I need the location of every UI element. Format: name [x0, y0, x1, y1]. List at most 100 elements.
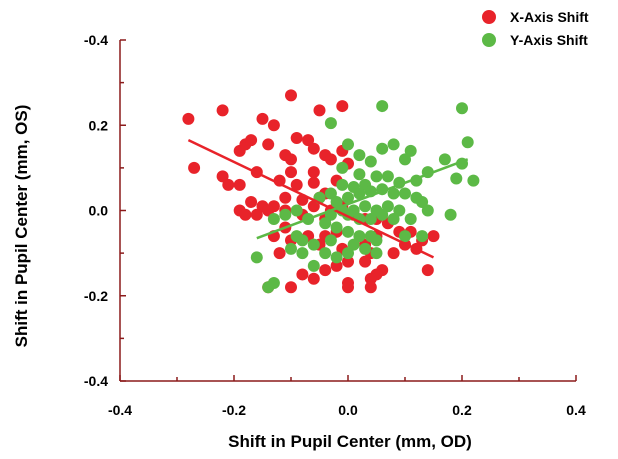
x-axis-shift-point [285, 153, 297, 166]
y-axis-shift-point [342, 247, 354, 260]
x-axis-shift-point [319, 264, 332, 277]
y-axis-shift-point [456, 102, 468, 115]
y-axis-shift-point [393, 204, 406, 217]
x-axis-shift-point [182, 112, 195, 125]
y-axis-shift-point [285, 242, 297, 255]
y-axis-shift-point [336, 161, 349, 174]
x-axis-shift-point [245, 195, 258, 208]
x-axis-shift-point [307, 166, 320, 179]
y-axis-shift-point [353, 230, 366, 243]
y-axis-shift-point [319, 247, 332, 260]
x-axis-shift-point [222, 178, 235, 191]
x-axis-title: Shift in Pupil Center (mm, OD) [228, 432, 472, 451]
y-axis-shift-point [330, 251, 343, 264]
x-axis-shift-point [273, 247, 286, 260]
y-axis-shift-point [404, 144, 417, 157]
legend-label: X-Axis Shift [510, 9, 589, 25]
y-axis-shift-point [296, 234, 309, 247]
ticks-layer: -0.4 -0.2 0.0 0.2 0.4 -0.4 0.2 0.0 -0.2 -0.4 [84, 32, 586, 418]
x-axis-shift-point [285, 281, 297, 294]
x-axis-shift-point [307, 142, 320, 155]
x-axis-shift-point [330, 259, 343, 272]
y-axis-shift-point [399, 187, 411, 200]
y-axis-shift-point [324, 234, 337, 247]
x-axis-shift-point [256, 112, 269, 125]
y-axis-shift-point [381, 200, 394, 213]
y-axis-shift-point [324, 117, 337, 130]
y-tick-label: -0.4 [84, 373, 108, 389]
x-axis-shift-point [307, 200, 320, 213]
x-axis-shift-point [336, 100, 349, 113]
trendline-layer [187, 139, 469, 259]
x-axis-shift-point [290, 132, 303, 145]
x-tick-label: 0.4 [566, 402, 586, 418]
y-axis-shift-point [324, 187, 337, 200]
y-axis-shift-point [359, 242, 372, 255]
y-axis-shift-point [290, 204, 303, 217]
y-axis-shift-point [416, 195, 429, 208]
y-axis-shift-point [467, 174, 480, 187]
y-axis-shift-point [250, 251, 263, 264]
y-axis-shift-point [364, 155, 377, 168]
y-axis-shift-point [353, 168, 366, 181]
y-axis-shift-point [353, 149, 366, 162]
y-axis-shift-point [438, 153, 451, 166]
y-axis-shift-point [461, 136, 474, 149]
x-tick-label: -0.2 [222, 402, 246, 418]
x-axis-shift-point [296, 268, 309, 281]
x-axis-shift-point [233, 178, 246, 191]
x-axis-shift-point [313, 104, 326, 117]
y-axis-shift-point [347, 238, 360, 251]
y-axis-shift-point [330, 195, 343, 208]
y-axis-shift-point [399, 153, 411, 166]
y-axis-shift-point [267, 276, 280, 289]
y-tick-label: 0.2 [89, 117, 109, 133]
y-axis-shift-point [376, 100, 389, 113]
y-axis-shift-point [381, 170, 394, 183]
y-axis-shift-point [387, 138, 400, 151]
y-axis-shift-point [353, 187, 366, 200]
x-tick-label: 0.2 [452, 402, 472, 418]
x-axis-shift-point [216, 104, 229, 117]
legend-marker [482, 33, 496, 47]
y-axis-shift-point [336, 178, 349, 191]
y-axis-shift-point [376, 142, 389, 155]
x-axis-shift-point [216, 170, 229, 183]
x-axis-shift-point [285, 166, 297, 179]
x-axis-shift-point [342, 281, 354, 294]
y-axis-shift-point [342, 225, 354, 238]
x-axis-shift-point [250, 208, 263, 221]
x-axis-shift-point [364, 281, 377, 294]
x-axis-shift-point [262, 138, 275, 151]
y-axis-shift-point [342, 191, 354, 204]
y-axis-shift-point [296, 247, 309, 260]
y-axis-shift-point [307, 238, 320, 251]
y-axis-shift-point [404, 213, 417, 226]
x-axis-shift-point [342, 255, 354, 268]
y-tick-label: -0.4 [84, 32, 108, 48]
y-axis-shift-point [399, 230, 411, 243]
points-layer [182, 89, 480, 294]
y-tick-label: -0.2 [84, 288, 108, 304]
y-axis-shift-point [444, 208, 457, 221]
legend-marker [482, 10, 496, 24]
y-axis-shift-point [307, 259, 320, 272]
y-axis-shift-point [319, 217, 332, 230]
x-axis-shift-point [307, 176, 320, 189]
x-axis-shift-point [427, 230, 440, 243]
y-axis-shift-point [370, 234, 383, 247]
x-axis-shift-point [239, 208, 252, 221]
x-axis-shift-point [285, 89, 297, 102]
x-tick-label: 0.0 [338, 402, 358, 418]
y-axis-shift-point [421, 204, 434, 217]
y-axis-shift-point [387, 187, 400, 200]
x-tick-label: -0.4 [108, 402, 132, 418]
y-axis-shift-point [267, 213, 280, 226]
y-axis-shift-point [450, 172, 463, 185]
x-axis-shift-point [267, 119, 280, 132]
x-axis-shift-point [302, 134, 315, 147]
y-axis-shift-point [279, 208, 292, 221]
x-axis-shift-point [188, 161, 201, 174]
x-axis-shift-point [245, 134, 258, 147]
